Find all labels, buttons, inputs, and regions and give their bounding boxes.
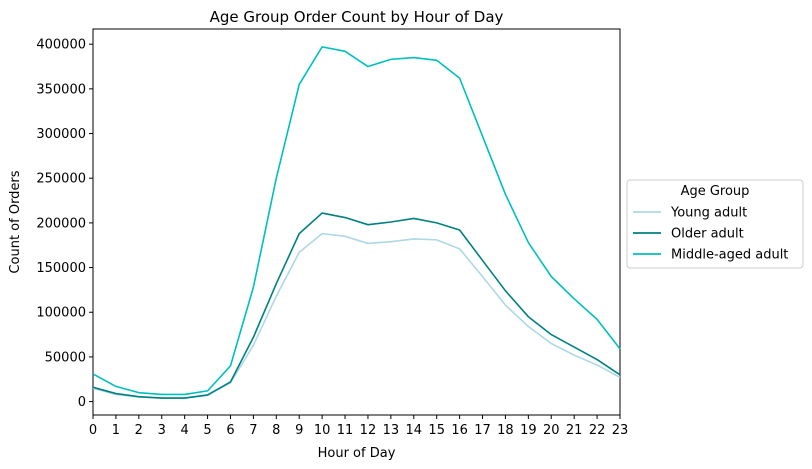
x-tick-label-17: 17 — [474, 423, 491, 438]
x-tick-label-9: 9 — [295, 423, 303, 438]
x-axis: 0 1 2 3 4 5 6 7 8 9 10 11 12 13 14 15 16 17 18 19 20 21 22 23 — [89, 415, 628, 438]
legend-title: Age Group — [681, 184, 750, 199]
y-tick-label-300000: 300000 — [36, 127, 86, 142]
x-tick-label-12: 12 — [360, 423, 377, 438]
legend-label-older-adult: Older adult — [671, 227, 744, 242]
legend-label-middle-aged-adult: Middle-aged adult — [671, 248, 788, 263]
x-tick-label-7: 7 — [249, 423, 257, 438]
x-tick-label-22: 22 — [589, 423, 606, 438]
series-line-middle-aged-adult — [92, 46, 621, 396]
plot-area — [92, 28, 621, 416]
series-layer — [92, 46, 621, 399]
y-tick-label-100000: 100000 — [36, 306, 86, 321]
x-tick-label-5: 5 — [203, 423, 211, 438]
x-tick-label-4: 4 — [181, 423, 189, 438]
x-tick-label-10: 10 — [314, 423, 331, 438]
series-line-older-adult — [92, 212, 621, 399]
x-tick-label-1: 1 — [112, 423, 120, 438]
y-axis-label: Count of Orders — [8, 170, 23, 273]
x-tick-label-0: 0 — [89, 423, 97, 438]
series-line-young-adult — [92, 232, 621, 399]
legend-box — [626, 179, 804, 269]
y-axis: 0 50000 100000 150000 200000 250000 300000 3500… — [36, 38, 93, 410]
x-tick-label-21: 21 — [566, 423, 583, 438]
x-tick-label-18: 18 — [497, 423, 514, 438]
x-tick-label-23: 23 — [612, 423, 629, 438]
y-tick-label-250000: 250000 — [36, 172, 86, 187]
x-tick-label-19: 19 — [520, 423, 537, 438]
x-tick-label-3: 3 — [158, 423, 166, 438]
x-tick-label-11: 11 — [337, 423, 354, 438]
y-tick-label-50000: 50000 — [45, 350, 86, 365]
legend: Age Group Young adult Older adult Middle-a… — [626, 179, 804, 269]
chart-title: Age Group Order Count by Hour of Day — [210, 8, 504, 26]
x-tick-label-13: 13 — [383, 423, 400, 438]
legend-label-young-adult: Young adult — [670, 206, 747, 221]
x-tick-label-8: 8 — [272, 423, 280, 438]
x-tick-label-14: 14 — [406, 423, 423, 438]
y-tick-label-150000: 150000 — [36, 261, 86, 276]
y-tick-label-200000: 200000 — [36, 216, 86, 231]
y-tick-label-350000: 350000 — [36, 82, 86, 97]
plot-frame — [92, 28, 621, 416]
y-tick-label-0: 0 — [78, 395, 86, 410]
y-tick-label-400000: 400000 — [36, 38, 86, 53]
x-tick-label-6: 6 — [226, 423, 234, 438]
x-tick-label-20: 20 — [543, 423, 560, 438]
x-tick-label-2: 2 — [135, 423, 143, 438]
x-axis-label: Hour of Day — [318, 446, 396, 461]
x-tick-label-16: 16 — [451, 423, 468, 438]
x-tick-label-15: 15 — [428, 423, 445, 438]
